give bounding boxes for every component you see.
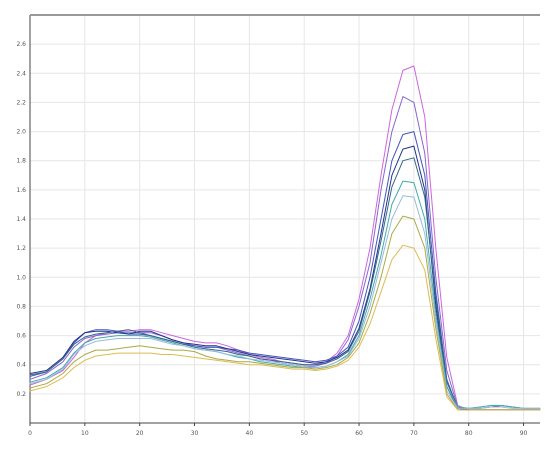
- series-line-7: [29, 195, 541, 409]
- y-tick-label: 2.6: [16, 41, 26, 48]
- series-line-5: [29, 157, 541, 409]
- y-tick-label: 0.4: [16, 362, 26, 369]
- y-tick-label: 2.4: [16, 70, 26, 77]
- x-tick-labels: 0 10 20 30 40 50 60 70 80 90: [28, 423, 528, 437]
- y-tick-label: 1.0: [16, 274, 26, 281]
- y-tick-label: 0.8: [16, 303, 26, 310]
- series-line-6: [29, 180, 541, 409]
- series-line-4: [29, 145, 541, 411]
- x-tick-label: 50: [300, 430, 308, 437]
- series-line-2: [29, 96, 541, 411]
- x-tick-label: 70: [410, 430, 418, 437]
- y-tick-label: 0.2: [16, 391, 26, 398]
- y-tick-label: 1.4: [16, 216, 26, 223]
- x-tick-label: 40: [246, 430, 254, 437]
- y-tick-label: 2.2: [16, 99, 26, 106]
- x-tick-label: 60: [355, 430, 363, 437]
- y-tick-label: 0.6: [16, 333, 26, 340]
- series-line-8: [29, 215, 541, 411]
- x-tick-label: 10: [81, 430, 89, 437]
- x-tick-label: 80: [465, 430, 473, 437]
- y-tick-label: 2.0: [16, 129, 26, 136]
- x-tick-label: 90: [520, 430, 528, 437]
- series-line-1: [29, 65, 541, 411]
- series-lines: [29, 65, 541, 411]
- y-tick-label: 1.6: [16, 187, 26, 194]
- chart-axes: [29, 14, 540, 424]
- x-tick-label: 0: [28, 430, 32, 437]
- y-tick-label: 1.8: [16, 158, 26, 165]
- x-tick-label: 20: [136, 430, 144, 437]
- series-line-9: [29, 244, 541, 411]
- y-tick-label: 1.2: [16, 245, 26, 252]
- y-tick-labels: 0.2 0.4 0.6 0.8 1.0 1.2 1.4 1.6 1.8 2.0 2.2 2.4 2.6: [16, 41, 26, 398]
- x-tick-label: 30: [191, 430, 199, 437]
